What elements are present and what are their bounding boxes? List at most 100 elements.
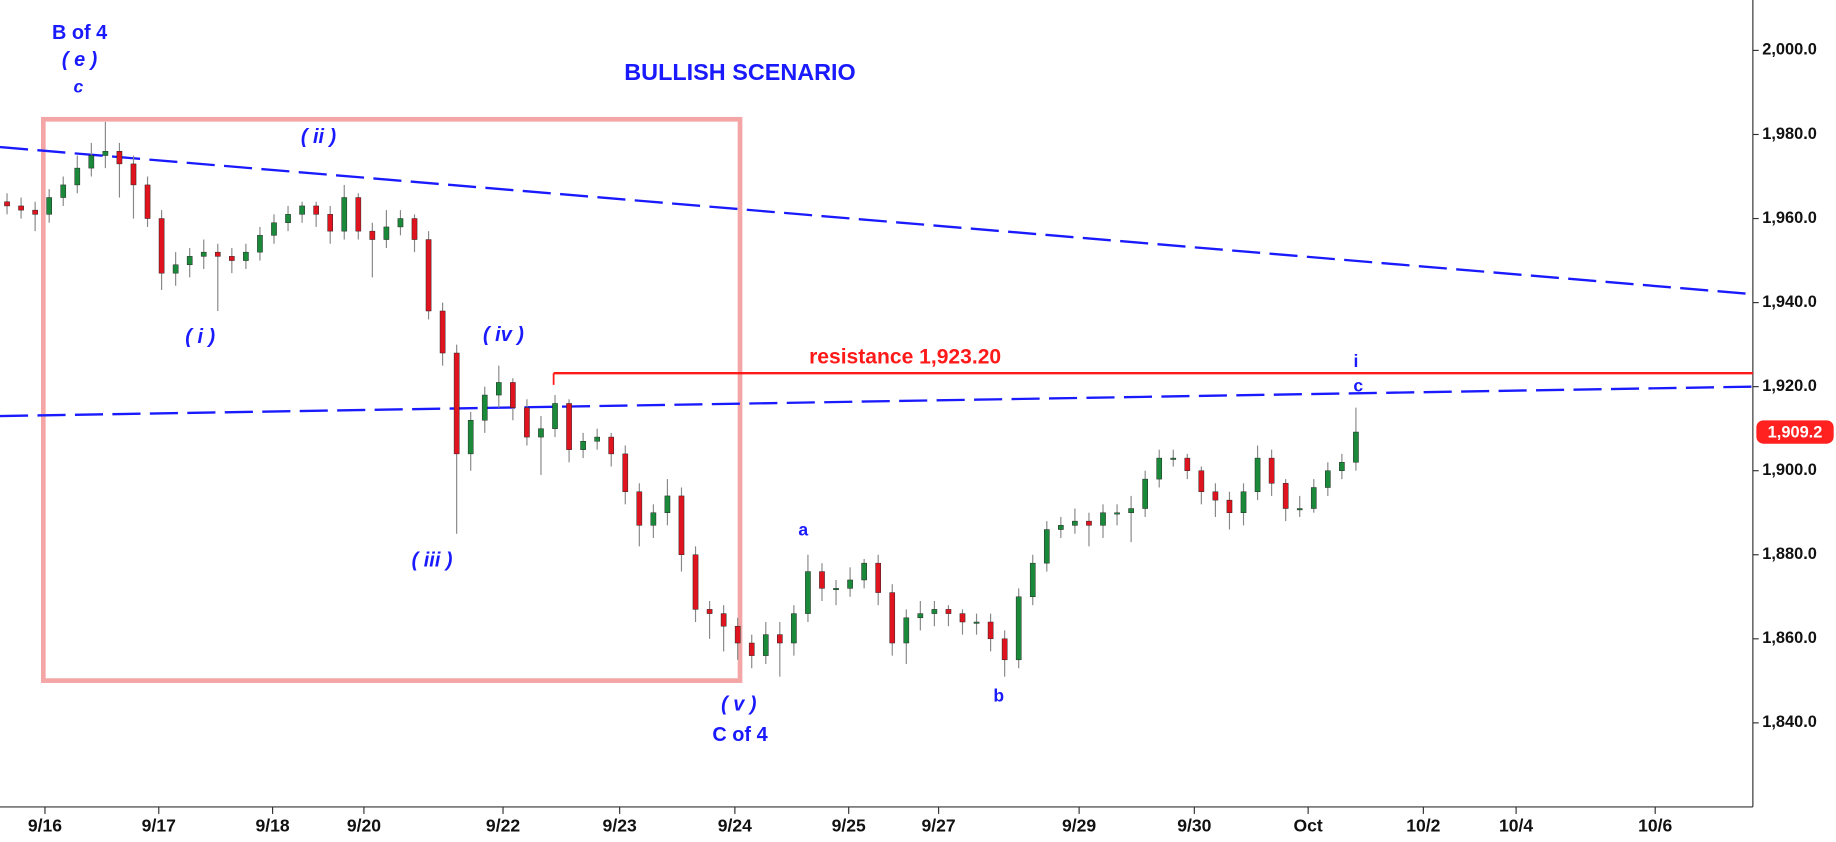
candle-body: [720, 613, 727, 627]
candle-body: [664, 495, 671, 513]
wave-label: ( iii ): [412, 550, 453, 572]
candle-body: [945, 609, 952, 614]
candle-body: [889, 592, 896, 644]
candle-body: [116, 151, 123, 165]
y-tick-label: 1,860.0: [1762, 629, 1817, 647]
candle-body: [805, 571, 811, 614]
candle-body: [1296, 508, 1303, 511]
candle-body: [158, 218, 165, 274]
trendline: [0, 385, 1753, 418]
y-tick-label: 1,880.0: [1762, 545, 1817, 563]
candle-body: [397, 218, 404, 228]
candle-body: [467, 420, 474, 455]
candle-body: [959, 613, 966, 623]
candle-body: [608, 436, 615, 455]
candle-body: [1015, 596, 1022, 661]
candle-body: [903, 617, 910, 644]
candle-body: [313, 205, 319, 215]
candle-body: [1128, 508, 1134, 513]
candle-body: [32, 209, 38, 215]
candle-body: [243, 251, 249, 261]
candle-body: [510, 382, 516, 408]
chart-title: BULLISH SCENARIO: [624, 59, 855, 85]
candle-body: [285, 214, 291, 223]
candle-body: [931, 609, 938, 614]
x-tick-label: 9/17: [142, 815, 176, 835]
candle-body: [1184, 457, 1191, 471]
candle-body: [383, 226, 390, 240]
candle-body: [917, 613, 924, 619]
wave-label: ( e ): [62, 49, 98, 71]
candle-body: [552, 403, 558, 429]
candle-body: [706, 609, 713, 614]
candle-body: [4, 201, 10, 207]
candle-body: [819, 571, 825, 589]
candle-body: [1086, 520, 1092, 526]
wave-label: c: [74, 76, 84, 96]
y-tick-label: 1,900.0: [1762, 461, 1817, 479]
candle-body: [1268, 457, 1275, 484]
candle-body: [1310, 487, 1317, 509]
candle-body: [833, 588, 839, 591]
y-tick-label: 2,000.0: [1762, 41, 1817, 59]
candle-body: [847, 579, 853, 589]
x-tick-label: 9/23: [603, 815, 637, 835]
candle-body: [481, 394, 488, 421]
candle-body: [538, 428, 544, 438]
x-tick-label: 9/24: [718, 815, 752, 835]
x-tick-label: 9/20: [347, 815, 381, 835]
wave-label: ( ii ): [301, 126, 337, 148]
candle-body: [102, 151, 109, 156]
y-tick-label: 1,840.0: [1762, 713, 1817, 731]
wave-label: b: [993, 686, 1004, 706]
candle-body: [1170, 457, 1177, 460]
candle-body: [1226, 499, 1233, 513]
x-tick-label: 10/2: [1406, 815, 1440, 835]
resistance-label: resistance 1,923.20: [809, 346, 1001, 369]
price-marker-label: 1,909.2: [1768, 424, 1823, 442]
candle-body: [692, 554, 699, 610]
candle-body: [425, 239, 432, 312]
candle-body: [439, 310, 446, 354]
candle-body: [18, 205, 24, 211]
candle-body: [622, 453, 629, 492]
candle-body: [636, 491, 643, 526]
candle-body: [1353, 431, 1359, 463]
x-tick-label: 9/18: [256, 815, 290, 835]
candle-body: [257, 235, 263, 253]
candle-body: [186, 256, 193, 266]
candle-body: [341, 197, 348, 232]
y-tick-label: 1,980.0: [1762, 125, 1817, 143]
candle-body: [60, 184, 67, 198]
candle-body: [496, 382, 502, 396]
candle-body: [172, 264, 179, 274]
candle-body: [299, 205, 305, 215]
candle-body: [1212, 491, 1219, 501]
candle-body: [594, 436, 600, 442]
candle-body: [1001, 638, 1008, 661]
x-tick-label: 9/25: [832, 815, 866, 835]
price-marker: [1756, 420, 1834, 444]
candle-body: [1029, 562, 1036, 598]
candle-body: [734, 625, 741, 644]
x-tick-label: Oct: [1294, 815, 1323, 835]
candle-body: [1043, 529, 1050, 564]
candle-body: [369, 230, 376, 240]
wave-label: ( i ): [185, 326, 215, 348]
candle-body: [762, 634, 769, 656]
candle-body: [200, 251, 207, 257]
candle-body: [777, 634, 783, 644]
candle-body: [46, 197, 52, 215]
candle-body: [678, 495, 685, 555]
wave-label: i: [1353, 351, 1358, 371]
candle-body: [1254, 457, 1261, 492]
x-tick-label: 9/27: [922, 815, 956, 835]
candle-body: [1142, 478, 1148, 509]
wave-label: B of 4: [52, 22, 107, 44]
candle-body: [566, 403, 572, 450]
candle-body: [748, 642, 755, 656]
trendline: [0, 145, 1753, 296]
candle-body: [327, 214, 334, 232]
